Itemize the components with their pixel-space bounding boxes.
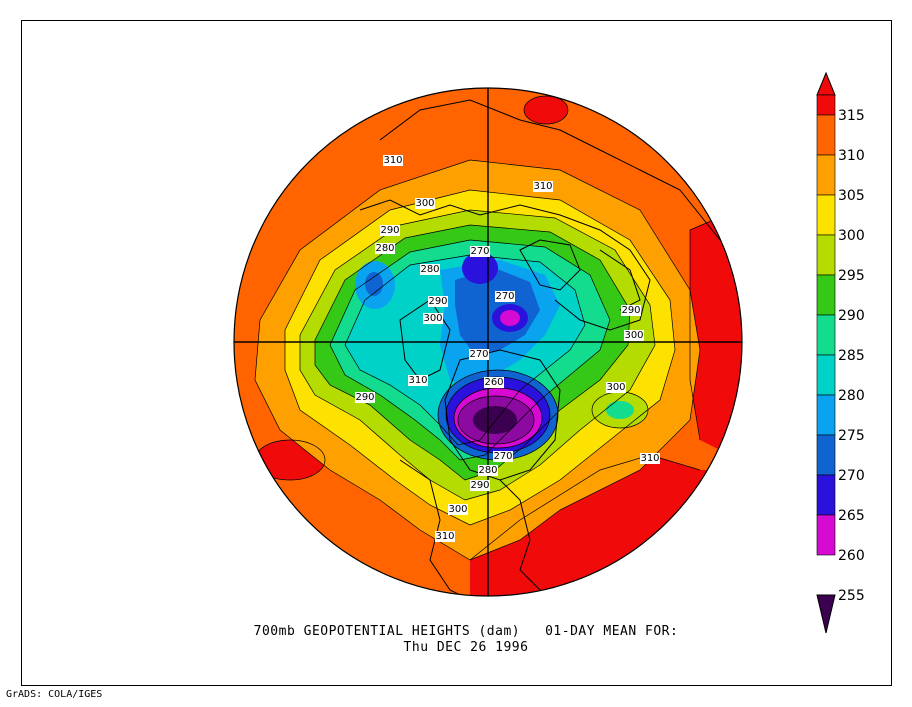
colorbar-swatch-305 bbox=[816, 154, 836, 196]
colorbar-swatch-275 bbox=[816, 394, 836, 436]
contour-label: 310 bbox=[533, 181, 552, 192]
colorbar-label-295: 295 bbox=[838, 268, 865, 284]
contour-label: 290 bbox=[621, 305, 640, 316]
contour-label-bg bbox=[621, 305, 641, 316]
contour-label: 270 bbox=[495, 291, 514, 302]
contour-label-bg bbox=[470, 246, 490, 257]
contour-label-bg bbox=[533, 181, 553, 192]
colorbar-label-305: 305 bbox=[838, 188, 865, 204]
colorbar-label-310: 310 bbox=[838, 148, 865, 164]
contour-label: 310 bbox=[383, 155, 402, 166]
colorbar-swatch-280 bbox=[816, 354, 836, 396]
colorbar-swatch-310 bbox=[816, 114, 836, 156]
contour-label-bg bbox=[423, 313, 443, 324]
contour-label: 310 bbox=[640, 453, 659, 464]
colorbar-swatch-295 bbox=[816, 234, 836, 276]
contour-label: 300 bbox=[423, 313, 442, 324]
colorbar: 315 310 305 300 295 290 285 280 275 270 265 260 255 bbox=[816, 71, 865, 634]
colorbar-label-290: 290 bbox=[838, 308, 865, 324]
contour-label: 280 bbox=[478, 465, 497, 476]
fill-260 bbox=[500, 310, 520, 326]
height-field bbox=[234, 88, 742, 596]
contour-label: 280 bbox=[375, 243, 394, 254]
colorbar-swatch-270 bbox=[816, 434, 836, 476]
contour-label-bg bbox=[435, 531, 455, 542]
map-date: Thu DEC 26 1996 bbox=[403, 640, 529, 655]
colorbar-label-260: 260 bbox=[838, 548, 865, 564]
contour-label-bg bbox=[448, 504, 468, 515]
fill-265 bbox=[462, 252, 498, 284]
colorbar-top-arrow bbox=[816, 71, 836, 96]
contour-lines bbox=[254, 95, 742, 561]
colorbar-swatch-260 bbox=[816, 514, 836, 556]
plot-frame bbox=[21, 20, 892, 686]
contour-label-bg bbox=[383, 155, 403, 166]
colorbar-label-315: 315 bbox=[838, 108, 865, 124]
contour-label: 270 bbox=[470, 246, 489, 257]
contour-label: 300 bbox=[415, 198, 434, 209]
map-title: 700mb GEOPOTENTIAL HEIGHTS (dam) 01-DAY … bbox=[253, 624, 679, 639]
contour-label: 310 bbox=[435, 531, 454, 542]
colorbar-label-265: 265 bbox=[838, 508, 865, 524]
colorbar-swatch-285 bbox=[816, 314, 836, 356]
contour-label-bg bbox=[478, 465, 498, 476]
colorbar-swatch-315 bbox=[816, 94, 836, 116]
contour-label-bg bbox=[624, 330, 644, 341]
contour-label: 290 bbox=[428, 296, 447, 307]
contour-label: 260 bbox=[484, 377, 503, 388]
colorbar-swatch-300 bbox=[816, 194, 836, 236]
colorbar-label-300: 300 bbox=[838, 228, 865, 244]
fill-315-east bbox=[690, 200, 742, 470]
contour-label-bg bbox=[495, 291, 515, 302]
contour-label: 300 bbox=[606, 382, 625, 393]
contour-label-bg bbox=[428, 296, 448, 307]
credit-text: GrADS: COLA/IGES bbox=[6, 689, 103, 700]
contour-label-bg bbox=[420, 264, 440, 275]
contour-label-bg bbox=[469, 349, 489, 360]
contour-label-bg bbox=[415, 198, 435, 209]
contour-label-bg bbox=[375, 243, 395, 254]
contour-label: 270 bbox=[493, 451, 512, 462]
contour-label-bg bbox=[606, 382, 626, 393]
contour-label: 300 bbox=[624, 330, 643, 341]
colorbar-label-285: 285 bbox=[838, 348, 865, 364]
contour-label-bg bbox=[355, 392, 375, 403]
contour-label: 290 bbox=[355, 392, 374, 403]
contour-label: 300 bbox=[448, 504, 467, 515]
contour-label-group: 310 310 300 290 280 270 280 290 300 270 290 300 270 3… bbox=[355, 155, 660, 542]
contour-label-bg bbox=[380, 225, 400, 236]
colorbar-label-275: 275 bbox=[838, 428, 865, 444]
colorbar-swatch-290 bbox=[816, 274, 836, 316]
colorbar-label-280: 280 bbox=[838, 388, 865, 404]
contour-label: 270 bbox=[469, 349, 488, 360]
fill-315-north bbox=[524, 96, 568, 124]
contour-label: 290 bbox=[470, 480, 489, 491]
contour-label-bg bbox=[640, 453, 660, 464]
colorbar-swatch-265 bbox=[816, 474, 836, 516]
colorbar-label-255: 255 bbox=[838, 588, 865, 604]
contour-label-bg bbox=[408, 375, 428, 386]
colorbar-bottom-arrow bbox=[816, 594, 836, 634]
fill-below-255 bbox=[473, 406, 517, 434]
contour-label-bg bbox=[470, 480, 490, 491]
contour-label: 280 bbox=[420, 264, 439, 275]
contour-label: 310 bbox=[408, 375, 427, 386]
contour-label-bg bbox=[493, 451, 513, 462]
colorbar-label-270: 270 bbox=[838, 468, 865, 484]
contour-label: 290 bbox=[380, 225, 399, 236]
contour-label-bg bbox=[484, 377, 504, 388]
